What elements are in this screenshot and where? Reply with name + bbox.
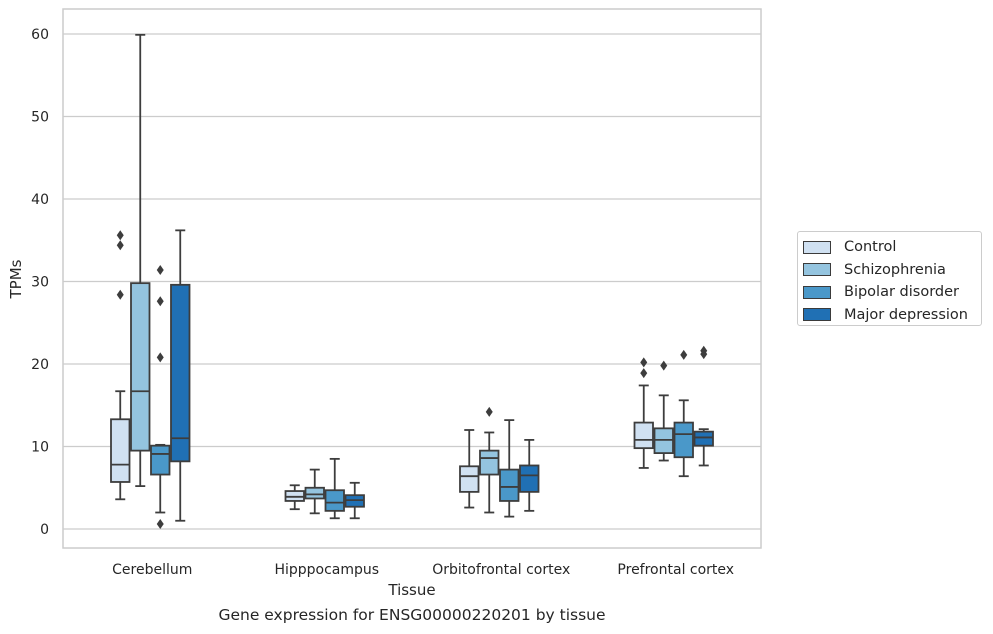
box-group	[479, 406, 500, 514]
box-group	[130, 33, 151, 488]
outlier-point	[640, 368, 648, 379]
y-tick-label: 10	[31, 440, 49, 456]
box-group	[344, 481, 365, 520]
legend-item-control: Control	[803, 236, 981, 259]
x-tick-label: Orbitofrontal cortex	[432, 562, 570, 578]
y-tick-label: 0	[40, 522, 49, 538]
legend-swatch-schizophrenia	[803, 263, 831, 277]
box-group	[459, 429, 480, 509]
box-group	[633, 357, 654, 469]
box	[110, 418, 131, 483]
x-tick-label: Prefrontal cortex	[617, 562, 734, 578]
box-group	[170, 229, 191, 522]
outlier-point	[116, 289, 124, 300]
legend-swatch-control	[803, 240, 831, 254]
outlier-point	[156, 296, 164, 307]
legend-item-bipolar-disorder: Bipolar disorder	[803, 281, 981, 304]
y-tick-label: 50	[31, 110, 49, 126]
chart-caption: Gene expression for ENSG00000220201 by t…	[218, 606, 606, 624]
box	[130, 282, 151, 452]
legend-item-major-depression: Major depression	[803, 304, 981, 327]
y-tick-label: 40	[31, 192, 49, 208]
box	[170, 283, 191, 463]
outlier-point	[680, 349, 688, 360]
box	[519, 464, 540, 493]
box	[633, 421, 654, 450]
box-group	[304, 468, 325, 515]
box	[499, 468, 520, 502]
box	[304, 486, 325, 500]
outlier-point	[485, 406, 493, 417]
y-tick-label: 30	[31, 275, 49, 291]
y-tick-label: 60	[31, 27, 49, 43]
box-group	[693, 345, 714, 467]
outlier-point	[700, 345, 708, 356]
legend-swatch-major-depression	[803, 308, 831, 322]
legend-label-schizophrenia: Schizophrenia	[844, 261, 946, 278]
legend-swatch-bipolar-disorder	[803, 285, 831, 299]
box-group	[284, 484, 305, 511]
box-group	[519, 438, 540, 512]
outlier-point	[660, 360, 668, 371]
box-group	[499, 419, 520, 518]
box	[150, 444, 171, 476]
outlier-point	[640, 357, 648, 368]
outlier-point	[156, 264, 164, 275]
outlier-point	[116, 230, 124, 241]
outlier-point	[156, 352, 164, 363]
legend-label-major-depression: Major depression	[844, 306, 968, 323]
box	[324, 489, 345, 512]
legend-label-bipolar-disorder: Bipolar disorder	[844, 284, 959, 301]
plot-frame	[62, 8, 762, 549]
x-tick-labels: Cerebellum Hipppocampus Orbitofrontal cort…	[112, 562, 734, 578]
x-tick-label: Cerebellum	[112, 562, 192, 578]
box-group	[110, 230, 131, 501]
y-tick-labels: 0 10 20 30 40 50 60	[31, 27, 49, 538]
box	[673, 421, 694, 459]
legend-label-control: Control	[844, 239, 897, 256]
outlier-point	[116, 240, 124, 251]
outlier-point	[156, 519, 164, 530]
x-axis-title: Tissue	[387, 581, 435, 599]
box	[459, 465, 480, 493]
box-group	[324, 457, 345, 520]
y-tick-label: 20	[31, 357, 49, 373]
legend: Control Schizophrenia Bipolar disorder M…	[797, 231, 982, 326]
legend-item-schizophrenia: Schizophrenia	[803, 259, 981, 282]
box-group	[150, 264, 171, 530]
box-group	[653, 360, 674, 462]
box-group	[673, 349, 694, 478]
box	[479, 449, 500, 476]
x-tick-label: Hipppocampus	[274, 562, 379, 578]
box	[693, 430, 714, 447]
box-plots	[110, 33, 714, 530]
y-axis-title: TPMs	[7, 259, 25, 299]
